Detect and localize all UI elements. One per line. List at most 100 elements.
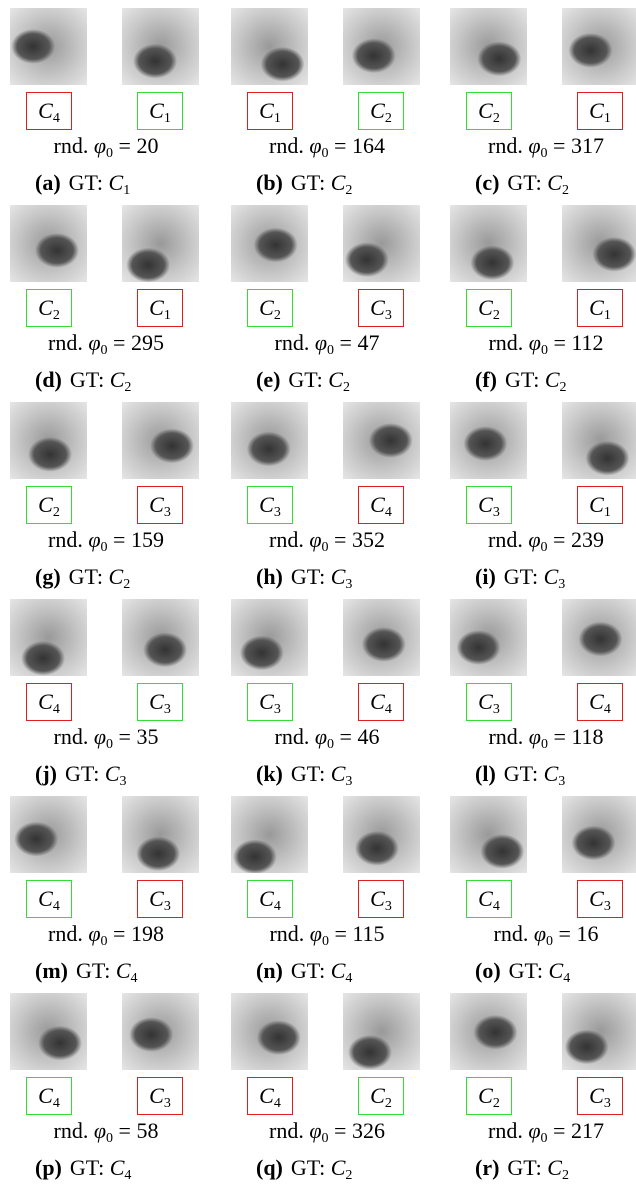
class-label: C3 bbox=[137, 683, 183, 721]
ground-truth: GT: C2 bbox=[505, 367, 567, 392]
class-label: C4 bbox=[358, 486, 404, 524]
class-label: C1 bbox=[577, 92, 623, 130]
panel-caption: (r)GT: C2 bbox=[475, 1156, 569, 1180]
caption: rnd. φ0 = 118 bbox=[440, 725, 636, 749]
cell-image bbox=[10, 8, 87, 85]
class-label: C2 bbox=[358, 1077, 404, 1115]
class-label: C4 bbox=[247, 880, 293, 918]
caption: rnd. φ0 = 217 bbox=[440, 1119, 636, 1143]
panel-caption: (e)GT: C2 bbox=[256, 368, 350, 392]
caption: rnd. φ0 = 35 bbox=[0, 725, 212, 749]
caption: rnd. φ0 = 112 bbox=[440, 331, 636, 355]
class-label: C4 bbox=[26, 880, 72, 918]
cell-image bbox=[122, 993, 199, 1070]
caption: rnd. φ0 = 46 bbox=[221, 725, 433, 749]
panel-caption: (q) GT: C2 bbox=[256, 1156, 352, 1180]
panel-caption: (c)GT: C2 bbox=[475, 171, 569, 195]
panel-letter: (o) bbox=[475, 958, 501, 983]
cell-image bbox=[343, 8, 420, 85]
caption: rnd. φ0 = 164 bbox=[221, 134, 433, 158]
ground-truth: GT: C4 bbox=[76, 958, 138, 983]
panel-letter: (h) bbox=[256, 564, 283, 589]
cell-image bbox=[122, 599, 199, 676]
ground-truth: GT: C1 bbox=[69, 170, 131, 195]
class-label: C4 bbox=[26, 92, 72, 130]
class-label: C1 bbox=[247, 92, 293, 130]
panel-caption: (f) GT: C2 bbox=[475, 368, 567, 392]
cell-image bbox=[450, 205, 527, 282]
cell-image bbox=[231, 993, 308, 1070]
cell-image bbox=[10, 993, 87, 1070]
panel-caption: (d)GT: C2 bbox=[35, 368, 131, 392]
caption: rnd. φ0 = 159 bbox=[0, 528, 212, 552]
class-label: C1 bbox=[577, 289, 623, 327]
class-label: C3 bbox=[247, 486, 293, 524]
cell-image bbox=[562, 599, 636, 676]
panel-letter: (l) bbox=[475, 761, 496, 786]
cell-image bbox=[231, 8, 308, 85]
cell-image bbox=[343, 402, 420, 479]
panel-letter: (j) bbox=[35, 761, 57, 786]
cell-image bbox=[10, 796, 87, 873]
cell-image bbox=[122, 796, 199, 873]
panel-caption: (m) GT: C4 bbox=[35, 959, 138, 983]
cell-image bbox=[231, 796, 308, 873]
panel-caption: (b)GT: C2 bbox=[256, 171, 352, 195]
panel-caption: (g) GT: C2 bbox=[35, 565, 130, 589]
caption: rnd. φ0 = 198 bbox=[0, 922, 212, 946]
class-label: C4 bbox=[26, 683, 72, 721]
class-label: C3 bbox=[358, 880, 404, 918]
ground-truth: GT: C2 bbox=[507, 170, 569, 195]
cell-image bbox=[562, 993, 636, 1070]
cell-image bbox=[343, 796, 420, 873]
caption: rnd. φ0 = 16 bbox=[440, 922, 636, 946]
panel-letter: (b) bbox=[256, 170, 283, 195]
caption: rnd. φ0 = 295 bbox=[0, 331, 212, 355]
class-label: C4 bbox=[358, 683, 404, 721]
cell-image bbox=[10, 402, 87, 479]
class-label: C1 bbox=[577, 486, 623, 524]
ground-truth: GT: C2 bbox=[291, 1155, 353, 1180]
ground-truth: GT: C3 bbox=[504, 761, 566, 786]
class-label: C2 bbox=[466, 1077, 512, 1115]
cell-image bbox=[450, 402, 527, 479]
ground-truth: GT: C3 bbox=[65, 761, 127, 786]
class-label: C2 bbox=[26, 486, 72, 524]
panel-caption: (n)GT: C4 bbox=[256, 959, 352, 983]
class-label: C2 bbox=[466, 92, 512, 130]
cell-image bbox=[343, 993, 420, 1070]
panel-caption: (a)GT: C1 bbox=[35, 171, 130, 195]
class-label: C3 bbox=[466, 486, 512, 524]
panel-letter: (e) bbox=[256, 367, 280, 392]
class-label: C2 bbox=[358, 92, 404, 130]
panel-letter: (m) bbox=[35, 958, 68, 983]
caption: rnd. φ0 = 47 bbox=[221, 331, 433, 355]
panel-letter: (i) bbox=[475, 564, 496, 589]
cell-image bbox=[122, 402, 199, 479]
panel-letter: (f) bbox=[475, 367, 497, 392]
panel-letter: (q) bbox=[256, 1155, 283, 1180]
ground-truth: GT: C2 bbox=[69, 564, 131, 589]
cell-image bbox=[122, 205, 199, 282]
class-label: C4 bbox=[26, 1077, 72, 1115]
caption: rnd. φ0 = 239 bbox=[440, 528, 636, 552]
class-label: C3 bbox=[577, 880, 623, 918]
cell-image bbox=[450, 8, 527, 85]
figure: C4 C1 rnd. φ0 = 20 (a)GT: C1 C1 C2 rnd. φ0 = 1… bbox=[0, 0, 636, 1184]
caption: rnd. φ0 = 20 bbox=[0, 134, 212, 158]
ground-truth: GT: C2 bbox=[70, 367, 132, 392]
caption: rnd. φ0 = 352 bbox=[221, 528, 433, 552]
class-label: C3 bbox=[466, 683, 512, 721]
panel-caption: (h) GT: C3 bbox=[256, 565, 352, 589]
panel-letter: (g) bbox=[35, 564, 61, 589]
caption: rnd. φ0 = 58 bbox=[0, 1119, 212, 1143]
ground-truth: GT: C4 bbox=[70, 1155, 132, 1180]
class-label: C3 bbox=[137, 880, 183, 918]
class-label: C3 bbox=[137, 1077, 183, 1115]
panel-caption: (j) GT: C3 bbox=[35, 762, 127, 786]
panel-caption: (i)GT: C3 bbox=[475, 565, 565, 589]
class-label: C2 bbox=[247, 289, 293, 327]
cell-image bbox=[343, 205, 420, 282]
cell-image bbox=[562, 205, 636, 282]
ground-truth: GT: C3 bbox=[291, 564, 353, 589]
